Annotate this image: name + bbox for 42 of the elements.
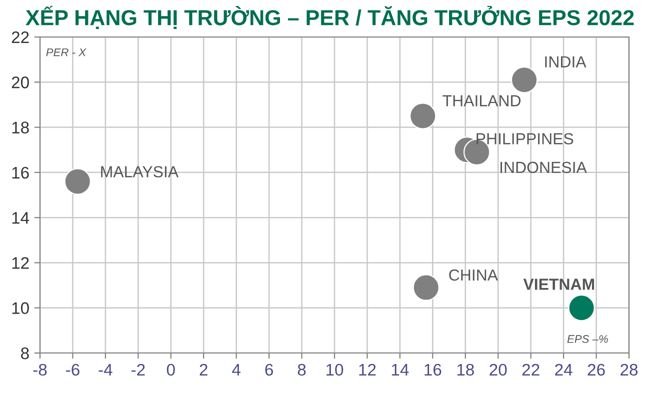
x-tick-label: 22 [522,364,540,376]
x-tick-label: 6 [265,364,273,376]
x-tick-label: 4 [232,364,240,376]
y-tick-label: 16 [12,166,29,179]
y-tick-label: 14 [12,212,30,224]
x-tick-label: 8 [298,364,306,376]
x-tick-label: 0 [166,364,175,376]
x-tick-label: 28 [620,364,638,376]
x-tick-label: -2 [131,364,145,376]
x-tick-label: 10 [326,364,344,376]
x-tick-label: 24 [555,364,572,376]
x-tick-label: 14 [392,364,409,376]
point [412,274,440,301]
x-tick-label: 2 [200,364,208,376]
y-tick-label: 8 [21,347,29,360]
annotation: MALAYSIA [101,166,179,178]
point [568,294,595,322]
point [510,66,538,94]
annotation: CHINA [449,269,498,281]
annotation: VIETNAM [523,278,594,290]
x-tick-label: 18 [457,364,474,376]
chart-title: XẾP HẠNG THỊ TRƯỜNG – PER / TĂNG TRƯỞNG EPS 2022 [26,6,634,29]
y-tick-label: 10 [12,302,29,314]
y-tick-label: 12 [12,257,29,269]
x-tick-label: -8 [33,364,47,376]
point [64,168,91,195]
annotation: INDONESIA [500,162,587,174]
x-tick-label: 16 [424,364,442,376]
x-tick-label: -6 [66,364,80,376]
x-tick-label: -4 [98,364,112,376]
y-tick-label: 22 [12,31,29,44]
annotation: PHILIPPINES [476,133,574,144]
y-axis-title: PER - X [46,48,86,56]
y-tick-label: 20 [12,76,29,88]
x-tick-label: 12 [359,364,376,376]
annotation: THAILAND [442,95,521,106]
x-axis-title: EPS –% [567,335,608,343]
x-tick-label: 20 [490,364,507,376]
annotation: INDIA [545,56,586,68]
x-tick-label: 26 [588,364,605,376]
point [409,102,436,130]
y-tick-label: 18 [12,122,29,134]
